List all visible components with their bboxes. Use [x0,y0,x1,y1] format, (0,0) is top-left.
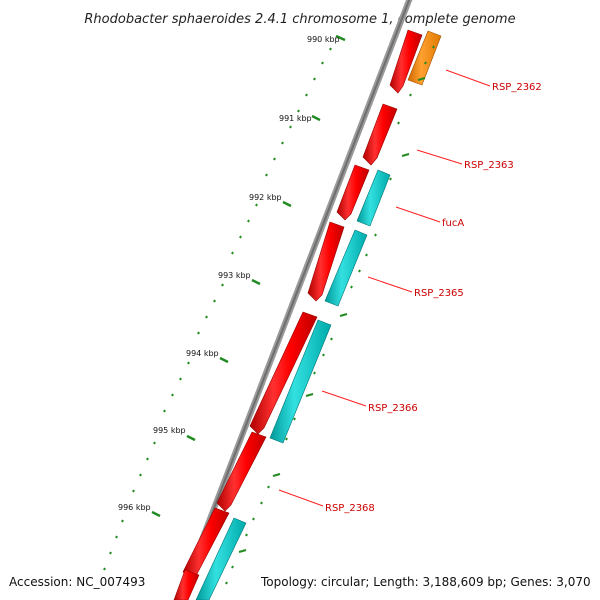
gene-rsp-2363[interactable] [362,103,398,166]
gene-rsp-2366-cyan[interactable] [269,319,332,444]
gene-rsp-2367[interactable] [216,431,267,512]
tick-label-995: 995 kbp [153,426,186,435]
summary-backdrop [256,572,596,594]
gene-rsp-2368-cyan[interactable] [195,517,247,600]
minor-tick-ring [103,47,332,571]
gene-label-rsp-2363[interactable]: RSP_2363 [464,160,514,171]
gene-rsp-2362-orange[interactable] [407,30,442,86]
reverse-genes [195,30,442,600]
gene-fucA-strand[interactable] [336,164,370,221]
gene-label-rsp-2366[interactable]: RSP_2366 [368,403,418,414]
tick-label-993: 993 kbp [218,271,251,280]
summary-text: Topology: circular; Length: 3,188,609 bp… [260,575,591,589]
leader-lines [278,69,491,507]
tick-label-990: 990 kbp [307,35,340,44]
outer-tick-ring [225,45,435,585]
gene-fucA[interactable] [356,169,391,227]
accession-backdrop [0,572,150,594]
gene-rsp-2365-cyan[interactable] [324,229,368,307]
accession-text: Accession: NC_007493 [9,575,145,589]
tick-label-992: 992 kbp [249,193,282,202]
tick-label-996: 996 kbp [118,503,151,512]
gene-label-rsp-2362[interactable]: RSP_2362 [492,82,542,93]
gene-rsp-2366[interactable] [249,311,318,435]
gene-rsp-2362[interactable] [389,29,423,94]
tick-label-991: 991 kbp [279,114,312,123]
gene-rsp-2369[interactable] [173,569,200,600]
forward-genes [173,29,423,600]
major-ticks [151,34,346,518]
backbone [175,0,413,600]
gene-label-rsp-2365[interactable]: RSP_2365 [414,288,464,299]
tick-label-994: 994 kbp [186,349,219,358]
gene-label-fucA[interactable]: fucA [442,218,464,229]
map-title: Rhodobacter sphaeroides 2.4.1 chromosome… [84,12,515,27]
gene-label-rsp-2368[interactable]: RSP_2368 [325,503,375,514]
gene-rsp-2365[interactable] [307,221,345,302]
